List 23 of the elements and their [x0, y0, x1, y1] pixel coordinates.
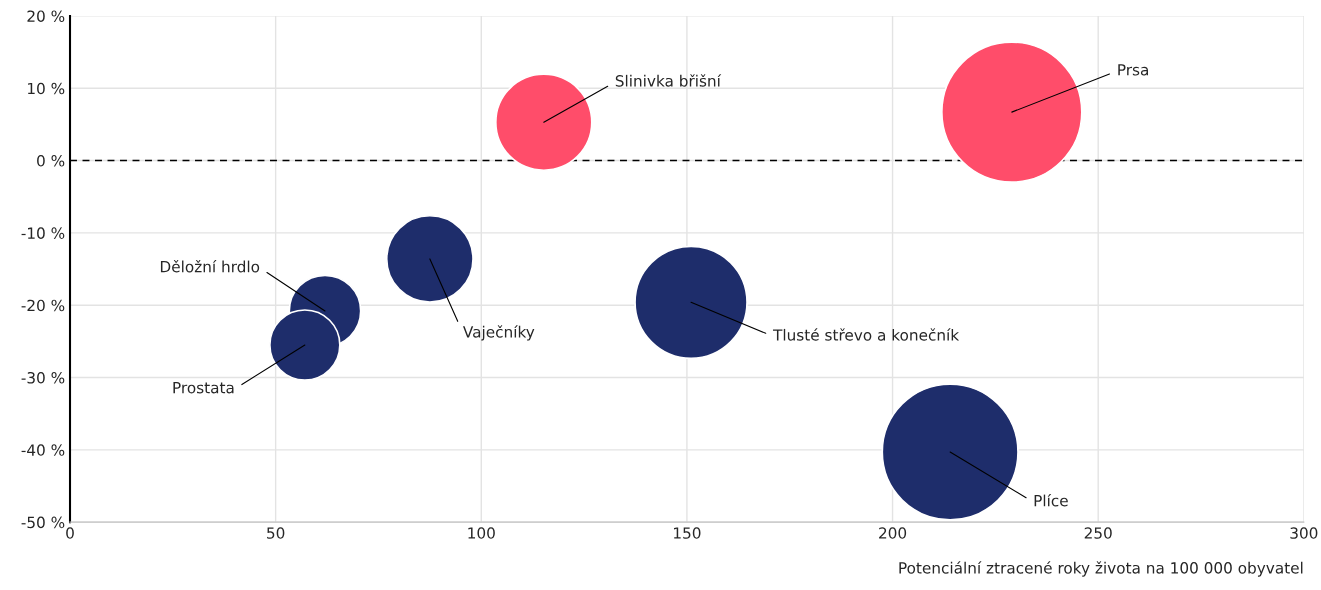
y-tick-label: 10 % — [28, 82, 65, 95]
y-tick-label: -50 % — [21, 516, 65, 529]
annotation: Tlusté střevo a konečník — [772, 328, 960, 341]
annotation: Prostata — [173, 382, 234, 394]
x-tick-label: 250 — [1084, 527, 1112, 539]
annotation: Vaječníky — [462, 325, 535, 341]
x-tick-label: 50 — [267, 527, 285, 539]
x-tick-label: 0 — [66, 527, 74, 539]
annotation: Plíce — [1034, 494, 1068, 507]
y-tick-label: -10 % — [21, 227, 65, 239]
y-tick-label: 0 % — [37, 155, 65, 167]
y-tick-label: 20 % — [27, 10, 65, 22]
x-tick-label: 100 — [468, 527, 495, 539]
annotation: Prsa — [1118, 64, 1148, 76]
x-tick-label: 150 — [674, 527, 701, 539]
y-tick-label: -30 % — [21, 371, 65, 384]
x-tick-label: 200 — [879, 527, 907, 539]
annotation: Děložní hrdlo — [160, 259, 260, 273]
x-tick-label: 300 — [1290, 527, 1318, 539]
y-tick-label: -40 % — [21, 444, 65, 456]
annotation: Slinivka břišní — [615, 74, 722, 87]
y-tick-label: -20 % — [21, 299, 65, 312]
x-axis-title: Potenciální ztracené roky života na 100 000 obyvatel — [899, 561, 1303, 577]
